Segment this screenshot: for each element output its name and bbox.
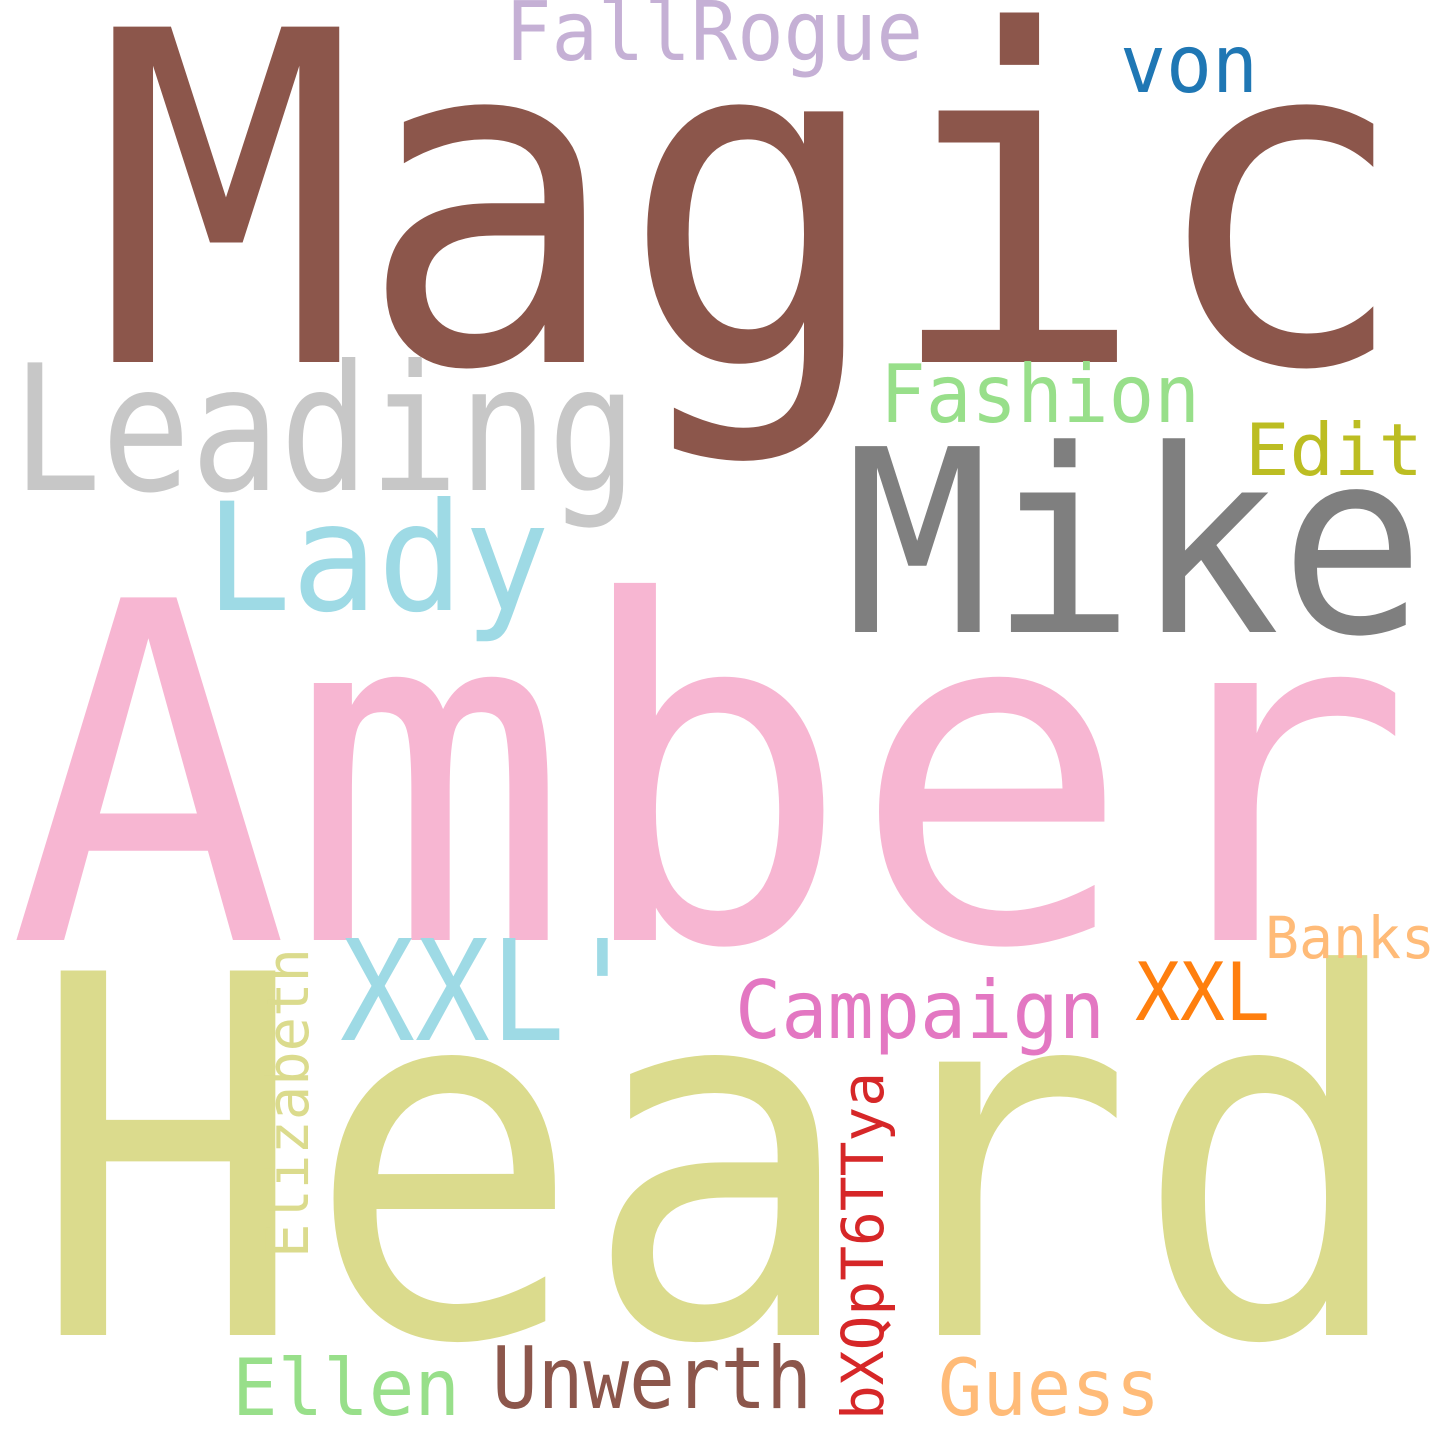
word-lady: Lady bbox=[205, 472, 550, 646]
word-amber: Amber bbox=[8, 504, 1413, 1051]
word-campaign: Campaign bbox=[735, 964, 1105, 1057]
word-edit: Edit bbox=[1245, 408, 1423, 492]
word-leading: Leading bbox=[12, 329, 637, 532]
word-banks: Banks bbox=[1265, 904, 1435, 972]
word-fashion: Fashion bbox=[880, 348, 1200, 441]
word-von: von bbox=[1120, 18, 1258, 111]
word-fallrogue: FallRogue bbox=[505, 0, 923, 80]
word-mike: Mike bbox=[845, 396, 1425, 693]
word-bxqpt6ttya: bXQpT6TTya bbox=[829, 1072, 897, 1420]
word-xxl: XXL bbox=[1135, 946, 1270, 1039]
word-heard: Heard bbox=[30, 871, 1410, 1440]
word-magic: Magic bbox=[95, 0, 1410, 471]
word-unwerth: Unwerth bbox=[492, 1329, 812, 1429]
word-ellen: Ellen bbox=[232, 1344, 460, 1434]
word-elizabeth: Elizabeth bbox=[254, 948, 322, 1258]
word-xxl-quote: XXL' bbox=[340, 911, 640, 1074]
word-guess: Guess bbox=[938, 1344, 1160, 1434]
